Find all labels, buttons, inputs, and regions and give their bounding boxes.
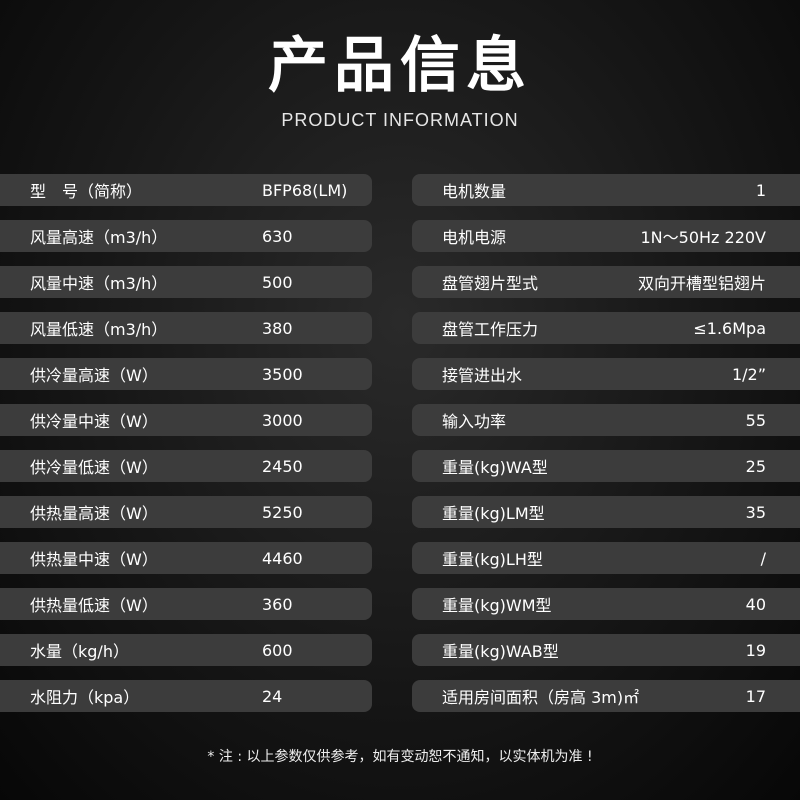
spec-row: 电机电源 1N～50Hz 220V [412, 220, 800, 252]
spec-label: 供热量低速（W） [30, 596, 158, 615]
spec-label: 电机数量 [442, 182, 507, 201]
spec-value: 1 [755, 180, 766, 200]
spec-label: 风量高速（m3/h） [30, 228, 168, 247]
spec-value: 19 [745, 640, 766, 660]
spec-value: 600 [262, 640, 293, 660]
spec-row: 风量高速（m3/h） 630 [0, 220, 372, 252]
spec-value: ≤1.6Mpa [693, 318, 766, 338]
spec-row: 重量(kg)LH型 / [412, 542, 800, 574]
spec-value: 3500 [262, 364, 303, 384]
spec-label: 电机电源 [442, 228, 507, 247]
spec-row: 风量中速（m3/h） 500 [0, 266, 372, 298]
spec-value: 1N～50Hz 220V [640, 228, 766, 247]
spec-label: 输入功率 [442, 412, 507, 431]
spec-row: 电机数量 1 [412, 174, 800, 206]
spec-row: 供冷量高速（W） 3500 [0, 358, 372, 390]
spec-row: 水量（kg/h） 600 [0, 634, 372, 666]
page-title: 产品信息 [268, 31, 532, 101]
spec-value: 3000 [262, 410, 303, 430]
spec-value: 5250 [262, 502, 303, 522]
spec-row: 盘管翅片型式 双向开槽型铝翅片 [412, 266, 800, 298]
spec-row: 盘管工作压力 ≤1.6Mpa [412, 312, 800, 344]
spec-label: 供热量高速（W） [30, 504, 158, 523]
spec-value: 35 [745, 502, 766, 522]
spec-value: 25 [745, 456, 766, 476]
spec-row: 风量低速（m3/h） 380 [0, 312, 372, 344]
spec-label: 重量(kg)LH型 [442, 550, 543, 569]
spec-value: / [760, 548, 766, 568]
disclaimer-note: * 注 : 以上参数仅供参考，如有变动恕不通知，以实体机为准 ! [207, 749, 593, 765]
page-subtitle: PRODUCT INFORMATION [281, 110, 519, 130]
spec-value: BFP68(LM) [262, 180, 348, 200]
spec-label: 水阻力（kpa） [30, 688, 140, 707]
spec-value: 40 [745, 594, 766, 614]
spec-label: 重量(kg)WM型 [442, 596, 552, 615]
spec-value: 17 [745, 686, 766, 706]
spec-row: 重量(kg)WAB型 19 [412, 634, 800, 666]
spec-label: 供冷量高速（W） [30, 366, 158, 385]
spec-row: 供热量低速（W） 360 [0, 588, 372, 620]
spec-value: 55 [745, 410, 766, 430]
spec-label: 风量低速（m3/h） [30, 320, 168, 339]
spec-row: 输入功率 55 [412, 404, 800, 436]
spec-value: 500 [262, 272, 293, 292]
spec-value: 4460 [262, 548, 303, 568]
spec-row: 重量(kg)LM型 35 [412, 496, 800, 528]
spec-label: 适用房间面积（房高 3m)㎡ [442, 688, 640, 707]
spec-label: 重量(kg)WA型 [442, 458, 548, 477]
spec-value: 630 [262, 226, 293, 246]
spec-row: 供冷量中速（W） 3000 [0, 404, 372, 436]
spec-value: 380 [262, 318, 293, 338]
spec-value: 24 [262, 686, 283, 706]
spec-row: 水阻力（kpa） 24 [0, 680, 372, 712]
spec-label: 重量(kg)WAB型 [442, 642, 559, 661]
spec-table-left: 型 号（简称） BFP68(LM) 风量高速（m3/h） 630 风量中速（m3/h） 5… [0, 174, 372, 726]
spec-label: 水量（kg/h） [30, 642, 129, 661]
spec-row: 供冷量低速（W） 2450 [0, 450, 372, 482]
spec-label: 盘管翅片型式 [442, 274, 539, 293]
spec-row: 重量(kg)WA型 25 [412, 450, 800, 482]
spec-value: 双向开槽型铝翅片 [637, 274, 766, 293]
spec-label: 盘管工作压力 [442, 320, 539, 339]
spec-row: 适用房间面积（房高 3m)㎡ 17 [412, 680, 800, 712]
spec-label: 重量(kg)LM型 [442, 504, 545, 523]
spec-row: 接管进出水 1/2” [412, 358, 800, 390]
spec-row: 重量(kg)WM型 40 [412, 588, 800, 620]
spec-label: 型 号（简称） [30, 182, 143, 201]
spec-label: 供热量中速（W） [30, 550, 158, 569]
spec-row: 供热量高速（W） 5250 [0, 496, 372, 528]
spec-table-right: 电机数量 1 电机电源 1N～50Hz 220V 盘管翅片型式 双向开槽型铝翅片盘管工作压… [412, 174, 800, 726]
spec-label: 接管进出水 [442, 366, 523, 385]
spec-label: 供冷量中速（W） [30, 412, 158, 431]
spec-value: 360 [262, 594, 293, 614]
spec-label: 风量中速（m3/h） [30, 274, 168, 293]
spec-row: 型 号（简称） BFP68(LM) [0, 174, 372, 206]
spec-value: 1/2” [731, 364, 766, 384]
spec-label: 供冷量低速（W） [30, 458, 158, 477]
spec-value: 2450 [262, 456, 303, 476]
spec-row: 供热量中速（W） 4460 [0, 542, 372, 574]
